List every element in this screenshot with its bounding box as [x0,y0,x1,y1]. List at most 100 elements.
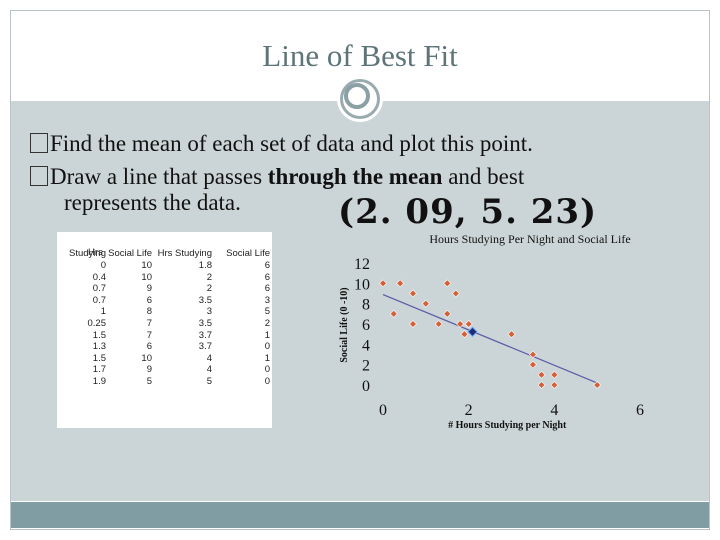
table-cell: 4 [206,364,212,376]
table-cell: 0 [264,341,270,353]
table-cell: 1.3 [92,341,106,353]
table-cell: 0 [264,375,270,387]
table-cell: 1.5 [92,329,106,341]
table-cell: 10 [141,260,152,271]
table-cell: 5 [206,375,212,387]
table-header-cell: Studying [69,248,106,259]
table-row: 1.9 5 5 0 [59,376,271,388]
table-cell: 2 [206,283,212,295]
y-tick-label: 4 [362,337,370,354]
table-cell: 9 [146,283,152,295]
table-cell: 1 [264,352,270,364]
data-point [528,360,537,369]
table-cell: 1.8 [198,260,212,271]
bullet-2-text: Draw a line that passes through the mean… [50,164,525,189]
bullet-1-text: Find the mean of each set of data and pl… [50,131,533,156]
data-point [593,381,602,389]
table-row: 0 10 1.8 6 [59,260,271,272]
bullet-2: Draw a line that passes through the mean… [30,163,524,191]
table-cell: 3.7 [198,341,212,353]
data-point [409,289,417,298]
mean-point-marker [467,326,478,338]
table-row: 0.4 10 2 6 [59,272,271,284]
table-cell: 0.7 [92,283,106,295]
scatter-chart: Hours Studying Per Night and Social Life… [330,225,710,440]
table-row: 1.5 10 4 1 [59,353,271,365]
table-cell: 1.9 [92,375,106,387]
y-tick-label: 12 [354,256,370,273]
table-header-row: Studying Social Life Hrs Studying Social… [59,248,271,260]
bullet-box-icon [30,133,48,153]
y-tick-label: 6 [362,317,370,334]
data-point [443,309,452,318]
table-header-hrs: Hrs [88,247,103,258]
chart-svg: Hours Studying Per Night and Social Life… [339,232,644,431]
chart-title: Hours Studying Per Night and Social Life [429,232,630,246]
table-cell: 0.25 [87,317,107,329]
data-point [550,381,559,389]
table-row: 0.7 6 3.5 3 [59,295,271,307]
x-tick-label: 2 [465,402,473,419]
table-cell: 6 [264,271,270,283]
mean-point-formula: (2. 09, 5. 23) [338,192,598,232]
data-point [409,320,417,328]
table-row: 0.25 7 3.5 2 [59,318,271,330]
table-cell: 5 [264,306,270,318]
data-point [537,370,546,379]
table-cell: 5 [146,375,152,387]
table-cell: 9 [146,364,152,376]
table-cell: 0.4 [92,271,106,283]
table-cell: 2 [206,271,212,283]
bullet-1: Find the mean of each set of data and pl… [30,130,533,158]
table-cell: 1 [100,306,106,318]
table-cell: 6 [146,341,152,353]
table-cell: 2 [264,317,270,329]
circle-ornament-inner [344,83,370,109]
data-point [389,309,398,318]
table-cell: 6 [264,260,270,271]
slide-title: Line of Best Fit [262,38,458,73]
table-cell: 8 [146,306,152,318]
table-cell: 6 [146,294,152,306]
table-cell: 3.5 [198,317,212,329]
table-row: 0.7 9 2 6 [59,283,271,295]
table-cell: 3.5 [198,294,212,306]
bullet-2-continuation: represents the data. [64,190,241,215]
data-point [434,320,443,328]
data-table: Studying Social Life Hrs Studying Social… [59,248,271,388]
table-cell: 6 [264,283,270,295]
x-axis-label: # Hours Studying per Night [448,420,567,431]
table-cell: 7 [146,317,152,329]
data-point [396,279,405,288]
table-cell: 1.7 [92,364,106,376]
y-tick-label: 10 [354,276,370,293]
data-point [379,279,387,288]
table-cell: 0 [100,260,106,271]
table-header-cell: Social Life [108,248,152,259]
table-row: 1.5 7 3.7 1 [59,330,271,342]
table-header-cell: Hrs Studying [157,248,212,259]
data-point [464,320,473,328]
table-cell: 0.7 [92,294,106,306]
y-axis-label: Social Life (0 -10) [339,287,350,362]
table-cell: 7 [146,329,152,341]
bullet-box-icon [30,166,48,186]
x-tick-label: 6 [636,402,644,419]
data-point [421,299,430,308]
data-point [537,381,546,389]
table-cell: 3.7 [198,329,212,341]
table-row: 1.7 9 4 0 [59,364,271,376]
data-point [443,279,452,288]
footer-bar [11,502,709,528]
table-header-cell: Social Life [226,248,270,259]
best-fit-line [382,293,598,384]
data-point [456,320,465,328]
data-point [550,370,559,379]
table-cell: 10 [141,352,152,364]
data-point [507,330,516,339]
x-tick-label: 0 [379,402,387,419]
data-point [460,330,469,339]
y-tick-label: 2 [362,358,370,375]
table-cell: 1.5 [92,352,106,364]
